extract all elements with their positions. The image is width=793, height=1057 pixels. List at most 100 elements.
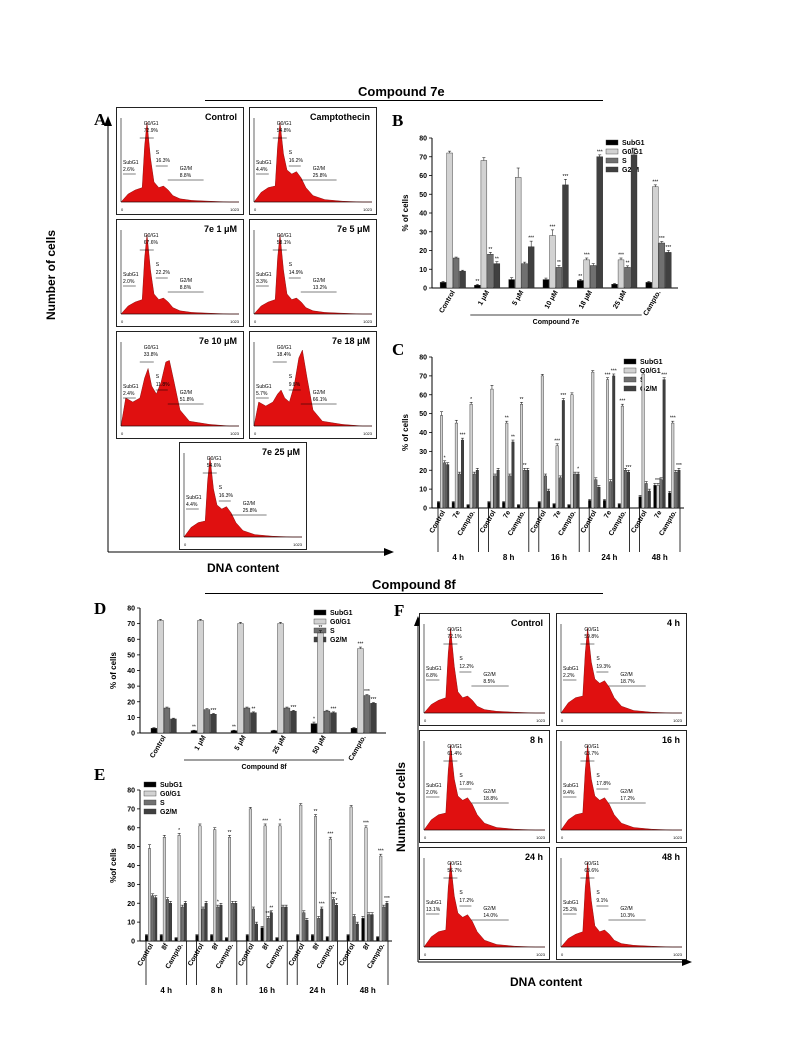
label-g2m: G2/M <box>483 789 495 795</box>
value-s: 19.3% <box>596 664 611 670</box>
bar <box>323 710 331 734</box>
bar <box>163 707 171 734</box>
value-g0g1: 54.8% <box>277 128 292 134</box>
bar <box>558 477 562 509</box>
label-s: S <box>156 262 160 268</box>
significance-label: ** <box>520 397 524 403</box>
significance-label: *** <box>618 253 624 259</box>
histogram-a-control: Control G0/G1 72.9% S 16.3% G2/M 8.8% SubG1 2.6%… <box>116 107 244 215</box>
bar <box>561 400 565 509</box>
value-g2m: 25.8% <box>313 173 328 179</box>
value-g2m: 8.8% <box>180 285 192 291</box>
xtick-max: 1023 <box>673 952 683 957</box>
significance-label: *** <box>211 708 217 714</box>
histogram-fill <box>423 861 545 948</box>
x-tick-label: 10 μM <box>544 289 560 310</box>
bar <box>573 473 577 509</box>
y-tick-label: 20 <box>419 468 427 475</box>
panel-letter-d: D <box>94 599 107 618</box>
legend-label: S <box>160 800 165 807</box>
legend-label: S <box>330 628 335 635</box>
bar <box>216 906 220 942</box>
bar <box>638 496 642 509</box>
bar <box>641 373 645 509</box>
value-subg1: 2.6% <box>123 167 135 173</box>
y-tick-label: 10 <box>127 920 135 927</box>
bar <box>523 470 527 509</box>
histogram-title: 48 h <box>662 852 680 862</box>
value-g2m: 18.8% <box>483 796 498 802</box>
significance-label: * <box>577 467 579 473</box>
label-s: S <box>219 485 223 491</box>
value-g0g1: 58.1% <box>277 240 292 246</box>
xtick-max: 1023 <box>363 207 373 212</box>
histogram-title: 7e 18 μM <box>332 336 370 346</box>
bar <box>382 906 386 942</box>
bar <box>517 504 520 509</box>
bar <box>617 259 625 289</box>
bar <box>305 920 309 942</box>
value-g0g1: 18.4% <box>277 352 292 358</box>
histogram-a-camptothecin: Camptothecin G0/G1 54.8% S 16.2% G2/M 25.8% Sub… <box>249 107 377 215</box>
group-label: 4 h <box>160 986 172 995</box>
bar <box>623 470 627 509</box>
label-g2m: G2/M <box>313 390 325 396</box>
bar <box>645 282 652 289</box>
label-s: S <box>596 773 600 779</box>
significance-label: *** <box>584 253 590 259</box>
bar <box>352 916 356 942</box>
xtick-max: 1023 <box>230 431 240 436</box>
bar <box>521 263 528 289</box>
legend-label: G0/G1 <box>622 149 643 156</box>
value-subg1: 4.4% <box>256 167 268 173</box>
value-g0g1: 59.8% <box>584 634 599 640</box>
significance-label: ** <box>232 725 236 731</box>
bar <box>376 937 380 942</box>
bar <box>203 709 211 734</box>
bar <box>511 441 515 509</box>
y-tick-label: 40 <box>419 430 427 437</box>
significance-label: *** <box>358 642 364 648</box>
bar <box>583 259 590 289</box>
legend-label: G2/M <box>622 167 639 174</box>
legend-swatch <box>623 367 637 374</box>
value-subg1: 2.0% <box>426 790 438 796</box>
value-g2m: 18.7% <box>620 679 635 685</box>
bar <box>542 279 550 289</box>
bar <box>508 279 515 289</box>
bar <box>611 284 618 289</box>
bar <box>459 270 466 289</box>
label-subg1: SubG1 <box>563 666 579 672</box>
bar <box>320 908 324 942</box>
bar <box>677 470 681 509</box>
significance-label: ** <box>488 247 492 253</box>
significance-label: *** <box>371 697 377 703</box>
y-tick-label: 50 <box>127 652 135 659</box>
significance-label: ** <box>578 274 582 280</box>
label-g0g1: G0/G1 <box>584 744 599 750</box>
histogram-fill <box>120 121 239 203</box>
value-subg1: 13.1% <box>426 907 441 913</box>
bar <box>472 473 476 509</box>
xtick-max: 1023 <box>536 952 546 957</box>
y-tick-label: 70 <box>419 154 427 161</box>
bar <box>549 235 556 289</box>
legend-label: SubG1 <box>622 140 645 147</box>
bar <box>370 703 377 734</box>
significance-label: *** <box>661 372 667 378</box>
bar <box>474 284 481 289</box>
y-tick-label: 0 <box>423 286 427 293</box>
bar <box>234 903 238 942</box>
histogram-a-7e-1um: 7e 1 μM G0/G1 67.6% S 22.2% G2/M 8.8% SubG1 2.0%… <box>116 219 244 327</box>
bar <box>260 927 264 942</box>
bar <box>620 405 624 509</box>
bar <box>159 935 163 942</box>
histogram-f-48h: 48 h G0/G1 63.6% S 9.1% G2/M 10.3% SubG1 25.2% 0 1… <box>556 847 687 960</box>
bar <box>367 914 371 942</box>
significance-label: *** <box>554 438 560 444</box>
bar <box>330 712 337 734</box>
bar <box>213 829 217 942</box>
histogram-a-7e-10um: 7e 10 μM G0/G1 33.8% S 11.8% G2/M 51.8% SubG1 2.… <box>116 331 244 439</box>
bar <box>603 500 606 509</box>
histogram-title: Control <box>205 112 237 122</box>
